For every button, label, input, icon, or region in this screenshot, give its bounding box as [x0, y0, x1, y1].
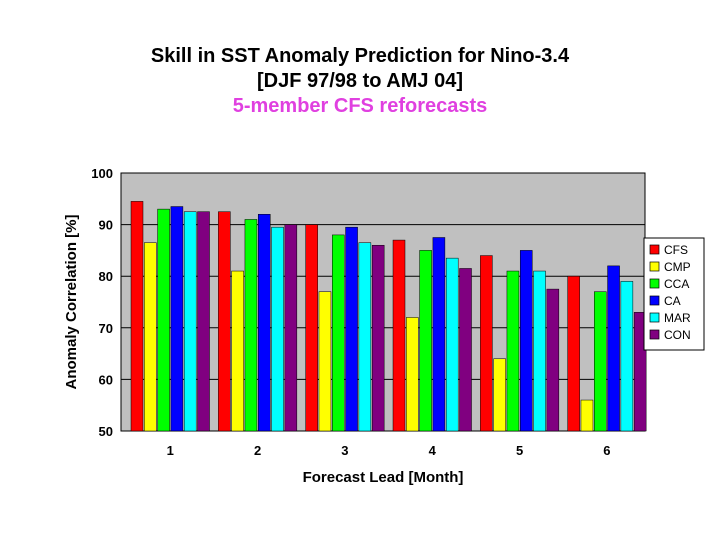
- y-tick-label: 100: [91, 166, 113, 181]
- x-axis-label: Forecast Lead [Month]: [303, 469, 464, 486]
- bar-cmp-lead-2: [231, 270, 244, 432]
- bar-mar-lead-3: [358, 242, 372, 432]
- x-tick-labels: 1 2 3 4 5 6: [167, 443, 611, 458]
- bar-cmp-lead-1: [144, 242, 157, 432]
- bar-mar-lead-6: [620, 281, 634, 432]
- bar-ca-lead-6: [607, 265, 620, 432]
- legend-label-con: CON: [664, 328, 691, 342]
- legend-swatch-cfs: [649, 244, 660, 255]
- y-tick-label: 60: [99, 372, 113, 387]
- bar-cca-lead-3: [332, 234, 345, 432]
- legend-swatch-cmp: [649, 261, 660, 272]
- x-tick-label: 1: [167, 443, 174, 458]
- y-tick-label: 50: [99, 424, 113, 439]
- legend: CFS CMP CCA CA MAR CON: [643, 237, 705, 351]
- bar-ca-lead-5: [519, 250, 533, 432]
- x-tick-label: 3: [341, 443, 348, 458]
- bar-ca-lead-2: [257, 214, 271, 432]
- bar-con-lead-1: [197, 211, 210, 432]
- bar-mar-lead-4: [445, 257, 459, 432]
- y-tick-labels: 50 60 70 80 90 100: [91, 166, 113, 439]
- bar-cmp-lead-5: [493, 358, 506, 432]
- y-tick-label: 70: [99, 321, 113, 336]
- bar-con-lead-6: [633, 312, 647, 432]
- legend-swatch-ca: [649, 295, 660, 306]
- legend-swatch-cca: [649, 278, 660, 289]
- bar-cmp-lead-3: [318, 291, 332, 432]
- bar-cfs-lead-1: [130, 201, 144, 432]
- bar-cmp-lead-4: [406, 317, 419, 432]
- bar-cfs-lead-6: [567, 275, 580, 432]
- bar-con-lead-5: [546, 288, 560, 432]
- x-tick-label: 2: [254, 443, 261, 458]
- bar-mar-lead-5: [533, 270, 546, 432]
- bar-cfs-lead-4: [392, 239, 406, 432]
- x-tick-label: 6: [603, 443, 610, 458]
- bar-mar-lead-1: [183, 211, 197, 432]
- legend-swatch-mar: [649, 312, 660, 323]
- chart-title: Skill in SST Anomaly Prediction for Nino…: [151, 45, 570, 67]
- bar-mar-lead-2: [271, 226, 284, 432]
- bars: [130, 201, 647, 432]
- bar-cca-lead-1: [157, 208, 170, 432]
- bar-cca-lead-2: [244, 219, 258, 432]
- legend-label-cca: CCA: [664, 277, 689, 291]
- bar-cca-lead-4: [419, 250, 432, 432]
- legend-label-cfs: CFS: [664, 243, 688, 257]
- chart-title-date-range: [DJF 97/98 to AMJ 04]: [257, 70, 463, 92]
- y-axis-label: Anomaly Correlation [%]: [63, 214, 80, 389]
- y-tick-label: 80: [99, 269, 113, 284]
- legend-label-mar: MAR: [664, 311, 691, 325]
- legend-swatch-con: [649, 329, 660, 340]
- bar-cfs-lead-5: [480, 255, 493, 432]
- bar-ca-lead-1: [170, 206, 184, 432]
- bar-cmp-lead-6: [580, 399, 594, 432]
- bar-ca-lead-4: [432, 237, 446, 432]
- bar-con-lead-3: [371, 244, 385, 432]
- bar-cca-lead-6: [594, 291, 607, 432]
- chart-subtitle: 5-member CFS reforecasts: [233, 95, 488, 117]
- x-tick-label: 5: [516, 443, 523, 458]
- bar-con-lead-4: [459, 268, 472, 432]
- bar-ca-lead-3: [345, 226, 358, 432]
- legend-label-cmp: CMP: [664, 260, 691, 274]
- bar-cca-lead-5: [506, 270, 520, 432]
- y-tick-label: 90: [99, 218, 113, 233]
- bar-cfs-lead-2: [218, 211, 231, 432]
- legend-label-ca: CA: [664, 294, 681, 308]
- bar-con-lead-2: [284, 224, 298, 432]
- x-tick-label: 4: [429, 443, 437, 458]
- bar-cfs-lead-3: [305, 224, 318, 432]
